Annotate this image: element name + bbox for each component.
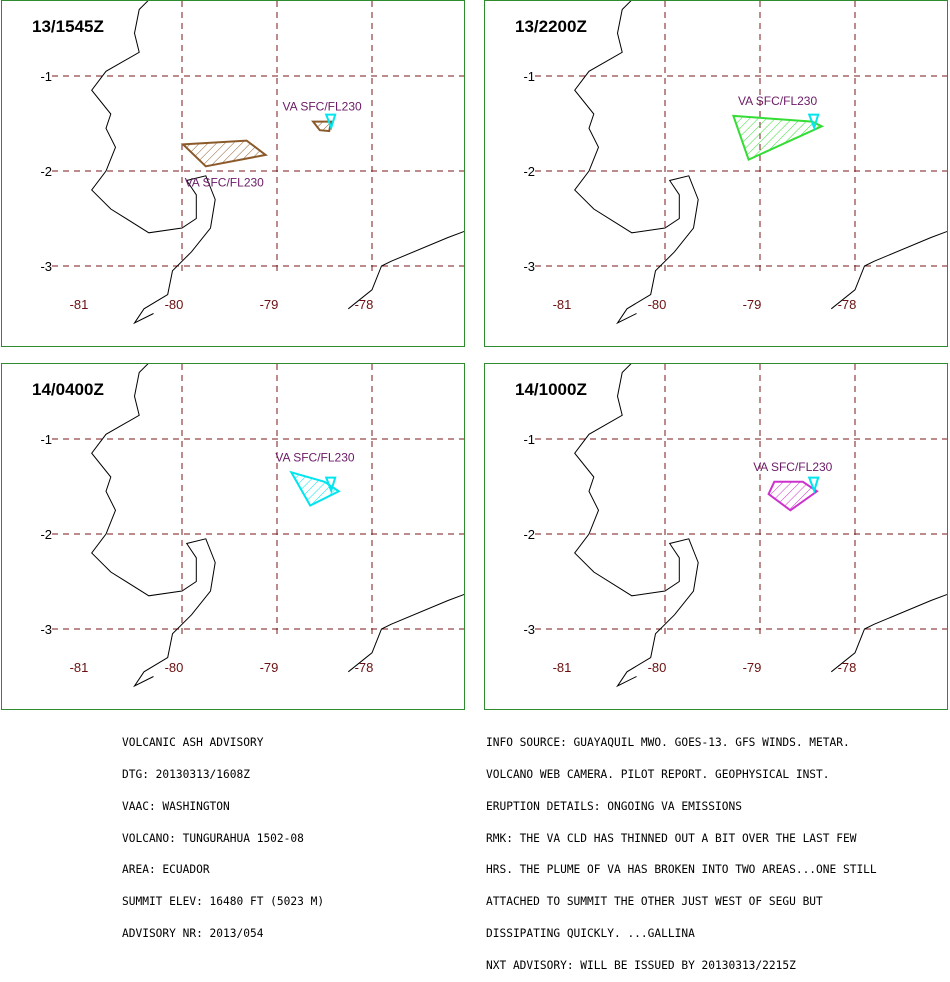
lon-tick-label: -80	[648, 660, 667, 675]
volcano-summit-marker	[324, 476, 337, 494]
advisory-line: SUMMIT ELEV: 16480 FT (5023 M)	[122, 895, 325, 909]
lon-tick-label: -78	[838, 660, 857, 675]
remark-line: HRS. THE PLUME OF VA HAS BROKEN INTO TWO…	[486, 863, 877, 877]
map-panel-1000z: -1 -2 -3 -81 -80 -79 -78 VA SFC/FL230 14/1000Z	[484, 363, 948, 710]
border-line	[347, 230, 464, 310]
map-canvas: -1 -2 -3 -81 -80 -79 -78 VA SFC/FL230	[523, 1, 947, 325]
border-line	[830, 593, 947, 673]
map-canvas: -1 -2 -3 -81 -80 -79 -78 VA SFC/FL230	[40, 364, 464, 688]
map-panel-2200z: -1 -2 -3 -81 -80 -79 -78 VA SFC/FL230 13/2200Z	[484, 0, 948, 347]
ash-area-label: VA SFC/FL230	[283, 100, 362, 114]
advisory-line: VOLCANIC ASH ADVISORY	[122, 736, 264, 750]
coastline	[574, 1, 699, 325]
lat-tick-label: -2	[40, 164, 52, 179]
advisory-line: ADVISORY NR: 2013/054	[122, 926, 264, 940]
lat-tick-label: -3	[40, 259, 52, 274]
lon-tick-label: -81	[553, 297, 572, 312]
ash-area-polygon	[180, 139, 269, 168]
ash-area-polygon	[311, 120, 333, 133]
lon-tick-label: -80	[165, 297, 184, 312]
ash-area-polygon	[731, 114, 825, 161]
advisory-line: DTG: 20130313/1608Z	[122, 767, 250, 781]
advisory-line: AREA: ECUADOR	[122, 863, 210, 877]
lat-tick-label: -3	[40, 622, 52, 637]
remark-line: DISSIPATING QUICKLY. ...GALLINA	[486, 926, 695, 940]
lon-tick-label: -80	[648, 297, 667, 312]
ash-area-label: VA SFC/FL230	[185, 175, 264, 189]
ash-area-polygon	[767, 480, 819, 512]
lon-tick-label: -78	[355, 660, 374, 675]
map-panel-0400z: -1 -2 -3 -81 -80 -79 -78 VA SFC/FL230 14/0400Z	[1, 363, 465, 710]
map-panel-1545z: -1 -2 -3 -81 -80 -79 -78 VA SFC/FL230 VA SFC/FL2…	[1, 0, 465, 347]
lon-tick-label: -81	[553, 660, 572, 675]
coastline	[91, 1, 216, 325]
ash-area-label: VA SFC/FL230	[738, 94, 817, 108]
panel-title: 14/0400Z	[32, 380, 104, 399]
border-line	[830, 230, 947, 310]
advisory-remarks-text: INFO SOURCE: GUAYAQUIL MWO. GOES-13. GFS…	[486, 717, 877, 982]
advisory-header-text: VOLCANIC ASH ADVISORY DTG: 20130313/1608…	[122, 717, 324, 950]
lon-tick-label: -81	[70, 297, 89, 312]
lat-tick-label: -2	[523, 164, 535, 179]
panel-title: 14/1000Z	[515, 380, 587, 399]
lon-tick-label: -78	[838, 297, 857, 312]
lat-tick-label: -1	[40, 69, 52, 84]
remark-line: ATTACHED TO SUMMIT THE OTHER JUST WEST O…	[486, 895, 823, 909]
panel-title: 13/2200Z	[515, 17, 587, 36]
coastline	[574, 364, 699, 688]
map-canvas: -1 -2 -3 -81 -80 -79 -78 VA SFC/FL230 VA SFC/FL2…	[40, 1, 464, 325]
volcano-summit-marker	[324, 113, 337, 131]
lat-tick-label: -3	[523, 622, 535, 637]
lat-tick-label: -2	[523, 527, 535, 542]
coastline	[91, 364, 216, 688]
ash-area-polygon	[289, 470, 341, 507]
remark-line: NXT ADVISORY: WILL BE ISSUED BY 20130313…	[486, 958, 796, 972]
lat-tick-label: -1	[523, 432, 535, 447]
panel-title: 13/1545Z	[32, 17, 104, 36]
lat-tick-label: -3	[523, 259, 535, 274]
lon-tick-label: -79	[743, 660, 762, 675]
remark-line: VOLCANO WEB CAMERA. PILOT REPORT. GEOPHY…	[486, 767, 830, 781]
lat-tick-label: -2	[40, 527, 52, 542]
map-canvas: -1 -2 -3 -81 -80 -79 -78 VA SFC/FL230	[523, 364, 947, 688]
advisory-line: VAAC: WASHINGTON	[122, 799, 230, 813]
remark-line: INFO SOURCE: GUAYAQUIL MWO. GOES-13. GFS…	[486, 736, 850, 750]
border-line	[347, 593, 464, 673]
volcano-summit-marker	[807, 113, 820, 131]
lat-tick-label: -1	[523, 69, 535, 84]
ash-area-label: VA SFC/FL230	[753, 460, 832, 474]
lat-tick-label: -1	[40, 432, 52, 447]
lon-tick-label: -79	[260, 660, 279, 675]
remark-line: RMK: THE VA CLD HAS THINNED OUT A BIT OV…	[486, 831, 857, 845]
lon-tick-label: -79	[260, 297, 279, 312]
lon-tick-label: -81	[70, 660, 89, 675]
lon-tick-label: -80	[165, 660, 184, 675]
ash-area-label: VA SFC/FL230	[275, 450, 354, 464]
advisory-line: VOLCANO: TUNGURAHUA 1502-08	[122, 831, 304, 845]
lon-tick-label: -78	[355, 297, 374, 312]
volcano-summit-marker	[807, 476, 820, 494]
lon-tick-label: -79	[743, 297, 762, 312]
remark-line: ERUPTION DETAILS: ONGOING VA EMISSIONS	[486, 799, 742, 813]
